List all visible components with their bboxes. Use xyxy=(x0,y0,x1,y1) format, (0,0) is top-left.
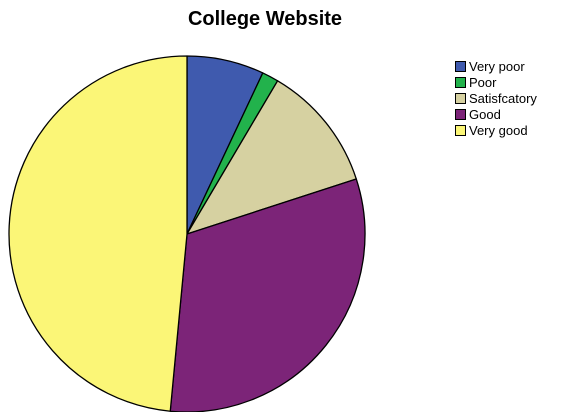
pie-slice-very-good xyxy=(8,55,188,412)
legend-label: Very good xyxy=(469,122,528,138)
legend-swatch xyxy=(455,92,466,104)
legend-item-very-poor: Very poor xyxy=(455,58,537,74)
legend-label: Very poor xyxy=(469,58,525,74)
legend-item-good: Good xyxy=(455,106,537,122)
chart-title: College Website xyxy=(187,8,343,30)
legend-label: Good xyxy=(469,106,501,122)
legend-swatch xyxy=(455,60,466,72)
legend-label: Poor xyxy=(469,74,497,90)
legend-swatch xyxy=(455,108,466,120)
legend-item-satisfcatory: Satisfcatory xyxy=(455,90,537,106)
legend-label: Satisfcatory xyxy=(469,90,537,106)
legend-swatch xyxy=(455,124,466,136)
pie-slice-satisfcatory xyxy=(186,80,357,235)
chart-legend: Very poor Poor Satisfcatory Good Very good xyxy=(455,58,537,138)
legend-swatch xyxy=(455,76,466,88)
legend-item-poor: Poor xyxy=(455,74,537,90)
legend-item-very-good: Very good xyxy=(455,122,537,138)
pie-slice-good xyxy=(169,178,366,412)
